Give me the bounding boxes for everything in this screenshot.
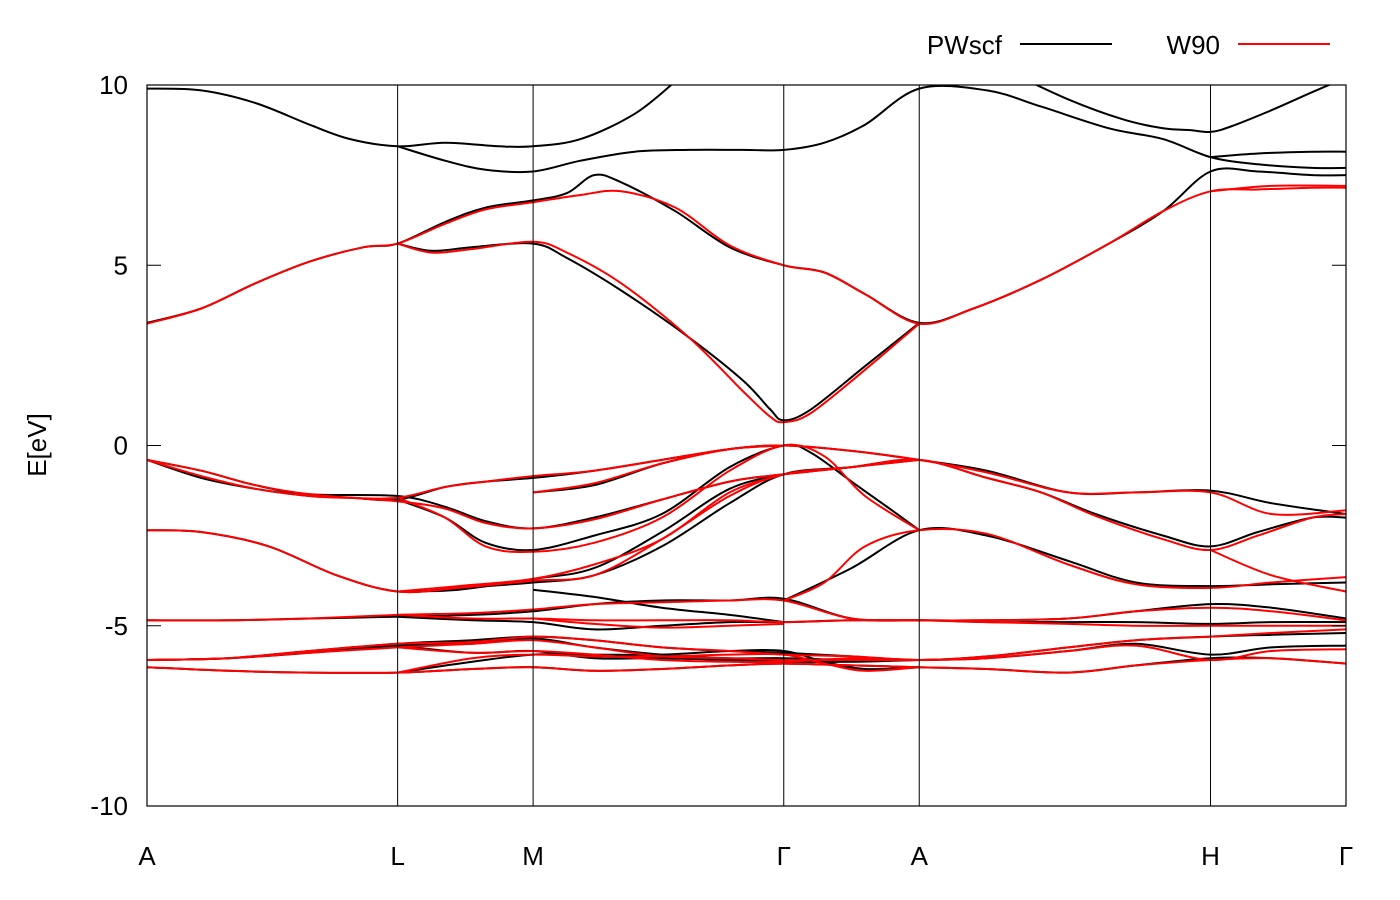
- band-line-w90: [147, 598, 1346, 622]
- band-line-w90: [147, 458, 1346, 552]
- band-line-pwscf: [397, 443, 920, 552]
- band-line-pwscf: [147, 85, 673, 148]
- band-line-w90: [1210, 549, 1346, 593]
- y-axis-title: E[eV]: [22, 413, 52, 477]
- x-tick-label: A: [911, 841, 929, 871]
- band-line-w90: [397, 652, 920, 674]
- band-line-w90: [147, 186, 1346, 326]
- legend-label-pwscf: PWscf: [927, 30, 1003, 60]
- x-tick-label: L: [390, 841, 404, 871]
- bands-layer: [147, 85, 1346, 674]
- band-line-pwscf: [397, 85, 1346, 174]
- band-line-pwscf: [532, 588, 784, 624]
- band-line-w90: [397, 473, 785, 593]
- band-line-w90: [147, 444, 1346, 516]
- band-line-pwscf: [1034, 85, 1332, 134]
- band-line-pwscf: [1210, 150, 1346, 159]
- y-tick-label: 0: [114, 431, 128, 461]
- x-tick-label: Γ: [1339, 841, 1353, 871]
- band-line-w90: [147, 657, 1346, 674]
- band-line-w90: [397, 613, 1346, 627]
- band-line-w90: [533, 617, 784, 629]
- legend: PWscf W90: [927, 30, 1330, 60]
- band-line-w90: [147, 639, 1346, 662]
- y-tick-label: 5: [114, 250, 128, 280]
- band-line-w90: [397, 646, 920, 664]
- band-line-pwscf: [397, 473, 785, 593]
- band-line-w90: [147, 628, 1346, 662]
- x-tick-label: Γ: [777, 841, 791, 871]
- band-line-w90: [1210, 184, 1346, 193]
- y-ticks: 10 5 0 -5 -10: [90, 70, 1346, 821]
- x-tick-label: H: [1201, 841, 1220, 871]
- band-line-w90: [783, 527, 1346, 602]
- band-line-w90: [532, 444, 784, 494]
- band-line-w90: [397, 240, 920, 424]
- y-tick-label: 10: [99, 70, 128, 100]
- y-tick-label: -10: [90, 791, 128, 821]
- x-tick-label: A: [138, 841, 156, 871]
- x-tick-label: M: [522, 841, 544, 871]
- legend-label-w90: W90: [1167, 30, 1220, 60]
- y-tick-label: -5: [105, 611, 128, 641]
